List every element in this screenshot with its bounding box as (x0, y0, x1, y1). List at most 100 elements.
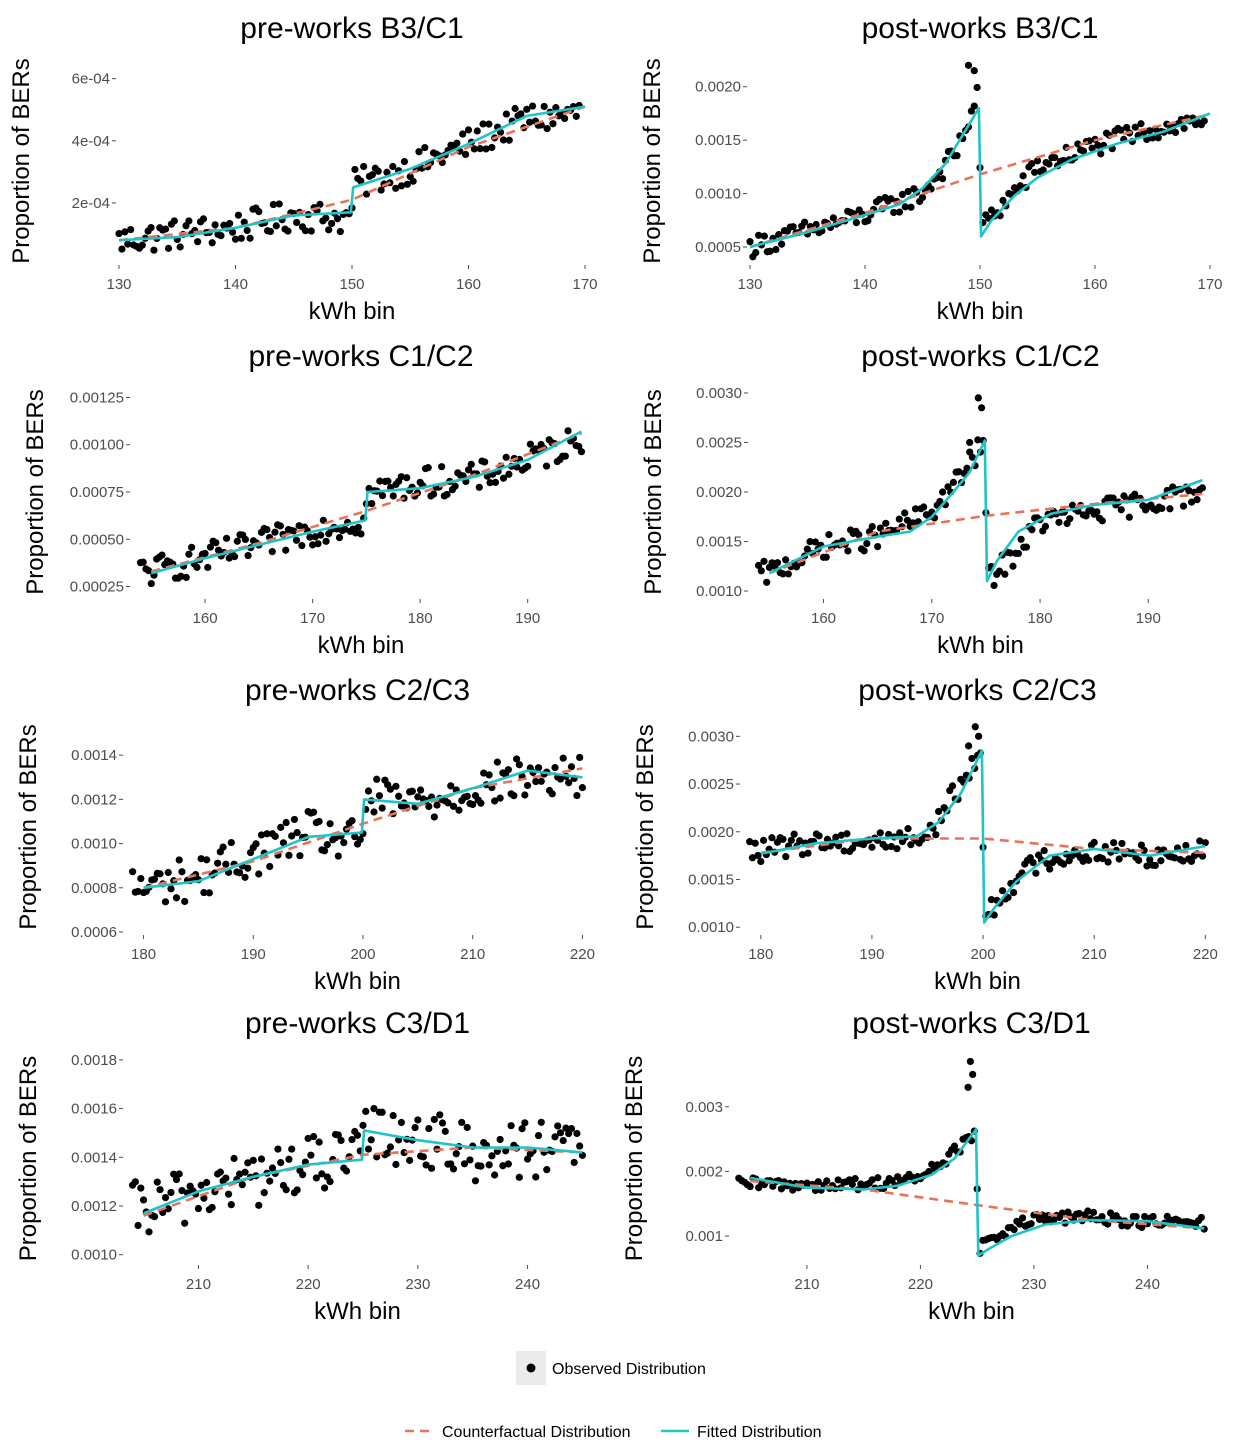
observed-point (844, 547, 852, 555)
observed-point (755, 1184, 763, 1192)
observed-point (176, 243, 184, 251)
observed-point (233, 537, 241, 545)
observed-point (167, 885, 175, 893)
observed-point (459, 130, 467, 138)
observed-point (773, 559, 782, 567)
observed-point (182, 573, 190, 582)
observed-point (1151, 861, 1159, 870)
observed-point (504, 1160, 512, 1168)
y-axis-title: Proportion of BERs (632, 724, 659, 929)
observed-point (447, 782, 455, 790)
observed-point (825, 531, 833, 539)
observed-point (1055, 518, 1063, 526)
observed-point (377, 186, 385, 194)
observed-point (524, 462, 532, 470)
observed-point (491, 797, 499, 805)
observed-point (147, 224, 155, 232)
y-tick-label: 0.0006 (71, 924, 117, 941)
counterfactual-line (150, 432, 582, 573)
observed-point (392, 184, 400, 192)
y-axis-title: Proportion of BERs (15, 724, 42, 929)
observed-point (127, 225, 135, 234)
observed-point (475, 483, 483, 491)
observed-point (260, 1189, 268, 1197)
observed-point (185, 217, 193, 225)
observed-point (572, 112, 580, 120)
observed-point (789, 223, 797, 231)
observed-point (467, 460, 475, 468)
observed-point (194, 238, 202, 246)
observed-point (1117, 126, 1125, 134)
observed-point (1146, 855, 1154, 864)
observed-point (964, 61, 973, 69)
observed-point (226, 219, 234, 228)
y-axis-title: Proportion of BERs (15, 1056, 42, 1261)
observed-point (789, 1186, 797, 1194)
observed-point (421, 143, 429, 152)
observed-point (537, 1118, 545, 1126)
observed-point (411, 1123, 419, 1132)
x-tick-label: 150 (967, 276, 992, 293)
x-tick-label: 140 (223, 276, 248, 293)
observed-point (364, 787, 373, 795)
observed-point (118, 245, 126, 253)
observed-point (1097, 150, 1105, 158)
observed-point (466, 1156, 474, 1164)
observed-point (463, 1123, 471, 1132)
observed-point (424, 464, 432, 472)
observed-point (351, 165, 359, 174)
y-tick-label: 0.00075 (70, 484, 124, 501)
observed-point (577, 448, 586, 456)
observed-point (896, 829, 904, 837)
observed-point (334, 1131, 342, 1139)
x-tick-label: 180 (1028, 610, 1053, 627)
observed-point (293, 828, 301, 837)
x-axis-title: kWh bin (934, 968, 1021, 995)
observed-point (285, 851, 293, 859)
observed-point (238, 1181, 246, 1189)
observed-point (543, 1166, 551, 1174)
observed-point (121, 228, 129, 236)
observed-point (336, 228, 344, 236)
observed-point (1028, 526, 1036, 534)
observed-point (309, 541, 317, 549)
observed-point (282, 818, 290, 827)
observed-point (755, 231, 763, 239)
observed-point (224, 1190, 233, 1198)
observed-point (348, 817, 356, 825)
observed-point (249, 1156, 257, 1164)
observed-point (987, 895, 995, 904)
observed-point (787, 836, 795, 844)
observed-point (1032, 869, 1040, 877)
observed-point (139, 558, 147, 566)
y-axis-title: Proportion of BERs (640, 389, 667, 594)
observed-point (328, 219, 336, 228)
y-tick-label: 0.0005 (695, 239, 741, 256)
observed-point (812, 220, 820, 229)
observed-point (995, 567, 1004, 575)
observed-point (518, 1125, 526, 1133)
observed-point (463, 792, 471, 800)
fitted-line (118, 105, 586, 242)
observed-point (939, 175, 947, 183)
observed-point (298, 541, 306, 550)
observed-point (175, 1170, 183, 1178)
observed-point (556, 775, 565, 783)
observed-point (244, 551, 252, 560)
panel-title: pre-works C3/D1 (245, 1007, 470, 1040)
observed-point (481, 458, 489, 466)
observed-point (356, 835, 364, 844)
observed-point (378, 492, 387, 500)
observed-point (768, 834, 776, 842)
observed-point (430, 1115, 438, 1124)
y-tick-label: 0.003 (685, 1099, 723, 1116)
observed-point (1001, 570, 1009, 578)
observed-point (903, 516, 912, 524)
observed-point (243, 226, 251, 235)
observed-point (164, 244, 173, 252)
observed-point (549, 120, 557, 128)
panel-title: pre-works B3/C1 (240, 12, 463, 45)
x-axis-title: kWh bin (928, 1298, 1015, 1325)
observed-point (348, 1135, 356, 1144)
observed-point (1009, 562, 1017, 570)
